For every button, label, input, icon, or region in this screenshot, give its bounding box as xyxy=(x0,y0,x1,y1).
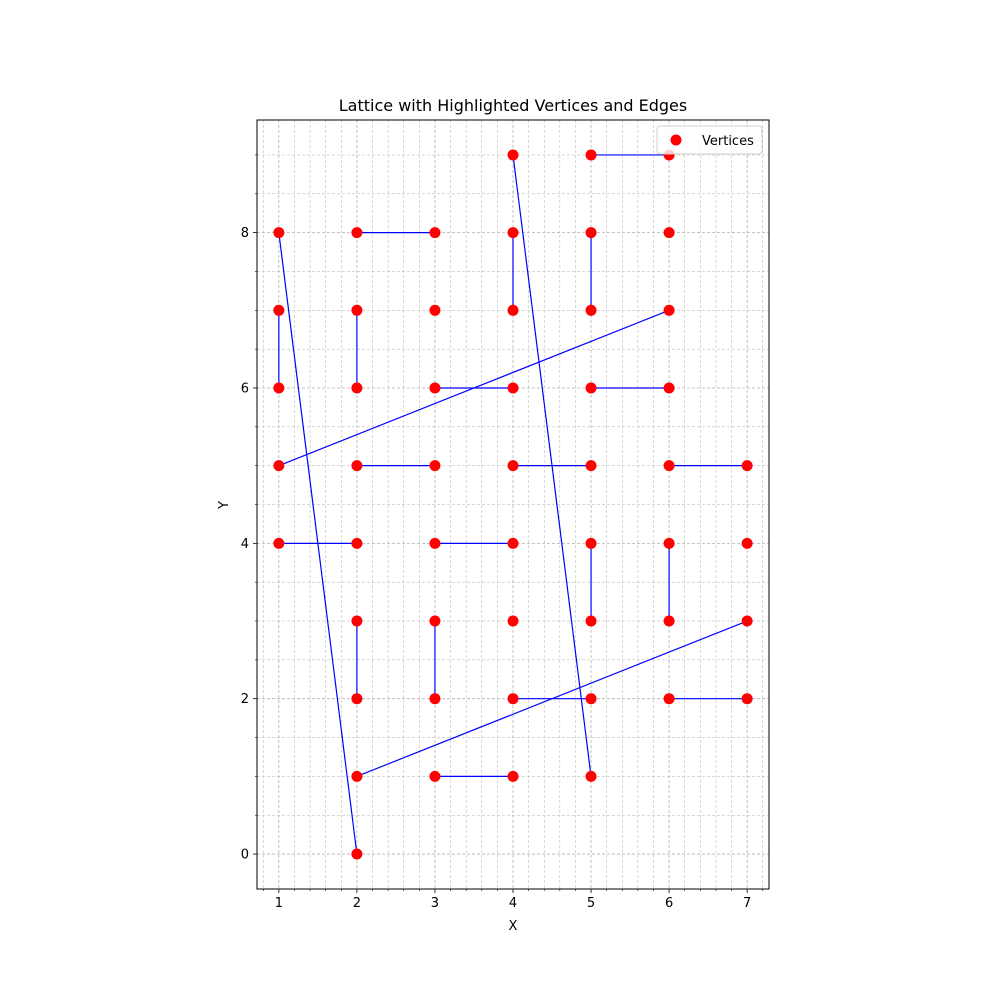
vertex-point xyxy=(351,615,363,627)
vertex-point xyxy=(585,693,597,705)
vertex-point xyxy=(663,227,675,239)
chart-title: Lattice with Highlighted Vertices and Ed… xyxy=(339,96,687,115)
vertex-point xyxy=(741,537,753,549)
edge-line xyxy=(278,232,358,855)
x-tick-label: 5 xyxy=(587,896,595,911)
vertex-point xyxy=(663,460,675,472)
vertex-point xyxy=(585,770,597,782)
vertex-point xyxy=(507,537,519,549)
legend-label: Vertices xyxy=(702,134,754,149)
y-tick-label: 2 xyxy=(241,692,249,707)
vertex-point xyxy=(585,537,597,549)
vertex-point xyxy=(507,770,519,782)
vertex-point xyxy=(507,304,519,316)
edge-line xyxy=(278,309,670,467)
vertex-point xyxy=(351,460,363,472)
vertex-point xyxy=(429,693,441,705)
vertex-point xyxy=(351,227,363,239)
vertex-point xyxy=(429,770,441,782)
vertex-point xyxy=(663,693,675,705)
x-axis-label: X xyxy=(509,919,518,934)
y-tick-label: 0 xyxy=(241,848,249,863)
vertex-point xyxy=(507,693,519,705)
x-tick-label: 6 xyxy=(665,896,673,911)
vertex-point xyxy=(273,227,285,239)
x-tick-label: 1 xyxy=(275,896,283,911)
edge-line xyxy=(512,154,592,777)
vertex-point xyxy=(741,460,753,472)
vertex-point xyxy=(585,382,597,394)
edges xyxy=(278,154,748,855)
x-tick-label: 4 xyxy=(509,896,517,911)
grid xyxy=(257,120,769,889)
vertex-point xyxy=(585,460,597,472)
vertex-point xyxy=(273,382,285,394)
vertex-point xyxy=(273,537,285,549)
vertex-point xyxy=(507,227,519,239)
vertex-point xyxy=(429,304,441,316)
vertices xyxy=(273,149,753,860)
vertex-point xyxy=(429,227,441,239)
vertex-point xyxy=(273,304,285,316)
vertex-point xyxy=(741,615,753,627)
vertex-point xyxy=(273,460,285,472)
vertex-point xyxy=(351,537,363,549)
vertex-point xyxy=(429,615,441,627)
x-tick-label: 2 xyxy=(353,896,361,911)
vertex-point xyxy=(663,304,675,316)
y-tick-label: 8 xyxy=(241,226,249,241)
vertex-point xyxy=(741,693,753,705)
vertex-point xyxy=(507,149,519,161)
y-tick-label: 4 xyxy=(241,537,249,552)
vertex-point xyxy=(429,460,441,472)
x-tick-label: 3 xyxy=(431,896,439,911)
legend-box xyxy=(656,125,763,155)
vertex-point xyxy=(429,382,441,394)
vertex-point xyxy=(585,149,597,161)
vertex-point xyxy=(507,460,519,472)
edge-line xyxy=(356,620,748,777)
vertex-point xyxy=(585,615,597,627)
vertex-point xyxy=(507,615,519,627)
vertex-point xyxy=(663,615,675,627)
vertex-point xyxy=(663,382,675,394)
vertex-point xyxy=(351,304,363,316)
y-tick-label: 6 xyxy=(241,381,249,396)
vertex-point xyxy=(585,304,597,316)
vertex-point xyxy=(429,537,441,549)
vertex-point xyxy=(351,770,363,782)
axis-ticks: 1 2 3 4 5 6 7 0 2 4 6 8 xyxy=(241,154,764,911)
vertex-point xyxy=(351,848,363,860)
vertex-point xyxy=(351,382,363,394)
vertex-point xyxy=(585,227,597,239)
legend-marker xyxy=(670,134,682,146)
vertex-point xyxy=(663,537,675,549)
x-tick-label: 7 xyxy=(743,896,751,911)
y-axis-label: Y xyxy=(217,501,232,510)
vertex-point xyxy=(507,382,519,394)
legend: Vertices xyxy=(656,125,763,155)
vertex-point xyxy=(351,693,363,705)
